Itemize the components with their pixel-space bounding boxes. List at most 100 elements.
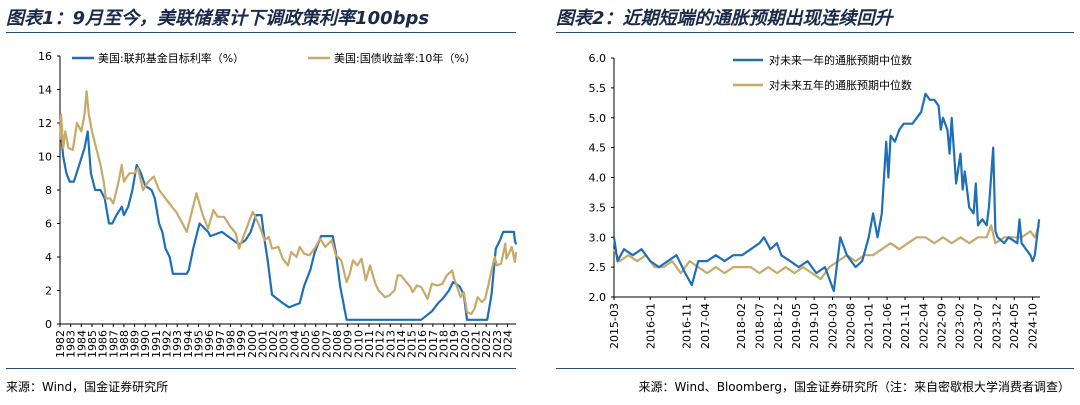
right-y-tick-label: 3.5: [589, 201, 607, 214]
right-legend-label: 对未来五年的通胀预期中位数: [769, 78, 912, 92]
right-y-tick-label: 5.0: [589, 112, 607, 125]
right-x-tick-label: 2024-10: [1027, 303, 1040, 349]
right-x-tick-label: 2017-04: [699, 303, 712, 349]
right-legend-label: 对未来一年的通胀预期中位数: [769, 53, 912, 67]
left-x-tick-label: 1992: [161, 330, 174, 358]
left-x-tick-label: 2018: [438, 330, 451, 358]
left-x-tick-label: 1991: [150, 330, 163, 358]
right-chart: 2.0 2.5 3.0 3.5 4.0 4.5 5.0 5.5 6.0 2015-03 2016-0…: [589, 52, 1041, 349]
left-x-tick-label: 2006: [310, 330, 323, 358]
right-x-tick-label: 2016-01: [644, 303, 657, 349]
left-x-tick-label: 2000: [246, 330, 259, 358]
fed-funds-rate-line: [58, 122, 518, 321]
left-source-rule: [6, 368, 516, 369]
left-x-tick-label: 2013: [384, 330, 397, 358]
left-x-tick-label: 2002: [267, 330, 280, 358]
right-y-tick-label: 5.5: [589, 82, 607, 95]
right-x-tick-label: 2018-02: [735, 303, 748, 349]
right-y-tick-label: 4.5: [589, 142, 607, 155]
left-y-tick-label: 10: [38, 151, 52, 164]
left-x-tick-label: 1983: [65, 330, 78, 358]
left-x-tick-label: 1985: [86, 330, 99, 358]
right-x-tick-label: 2020-03: [826, 303, 839, 349]
right-x-tick-label: 2018-07: [753, 303, 766, 349]
left-x-tick-label: 1986: [97, 330, 110, 358]
left-x-tick-label: 2015: [406, 330, 419, 358]
left-x-tick-label: 2004: [288, 330, 301, 358]
right-x-tick-label: 2023-02: [954, 303, 967, 349]
left-y-tick-label: 12: [38, 117, 52, 130]
left-x-tick-label: 2022: [480, 330, 493, 358]
left-y-tick-label: 0: [45, 318, 52, 331]
right-chart-title: 图表2：近期短端的通胀预期出现连续回升: [556, 8, 893, 29]
left-x-tick-label: 1995: [193, 330, 206, 358]
left-x-tick-label: 1999: [235, 330, 248, 358]
right-x-tick-label: 2015-03: [608, 303, 621, 349]
right-x-tick-label: 2021-01: [863, 303, 876, 349]
five-year-inflation-expectation-line: [613, 224, 1041, 281]
left-y-tick-label: 16: [38, 50, 52, 63]
left-x-tick-label: 2007: [320, 330, 333, 358]
right-title-rule: [556, 32, 1074, 33]
left-x-tick-label: 1987: [107, 330, 120, 358]
right-x-tick-label: 2016-11: [681, 303, 694, 349]
left-x-tick-label: 1982: [54, 330, 67, 358]
right-x-tick-label: 2021-06: [881, 303, 894, 349]
left-x-tick-label: 2019: [448, 330, 461, 358]
left-x-tick-label: 1997: [214, 330, 227, 358]
left-x-tick-label: 2008: [331, 330, 344, 358]
left-legend-label: 美国:国债收益率:10年（%）: [334, 51, 476, 65]
left-x-tick-label: 2021: [470, 330, 483, 358]
right-y-tick-label: 6.0: [589, 52, 607, 65]
left-chart-title: 图表1：9月至今，美联储累计下调政策利率100bps: [6, 8, 430, 29]
right-x-tick-label: 2019-10: [808, 303, 821, 349]
left-x-tick-label: 2011: [363, 330, 376, 358]
right-y-tick-label: 4.0: [589, 172, 607, 185]
left-x-tick-label: 2024: [501, 330, 514, 358]
right-source-rule: [556, 368, 1074, 369]
left-source-note: 来源：Wind，国金证券研究所: [6, 380, 169, 394]
left-x-tick-label: 1990: [139, 330, 152, 358]
left-y-tick-label: 6: [45, 218, 52, 231]
right-x-tick-label: 2022-04: [917, 303, 930, 349]
left-y-tick-label: 8: [45, 184, 52, 197]
left-x-tick-label: 2014: [395, 330, 408, 358]
right-x-tick-label: 2023-12: [990, 303, 1003, 349]
left-x-tick-label: 2012: [374, 330, 387, 358]
left-x-tick-label: 1988: [118, 330, 131, 358]
right-y-tick-label: 2.0: [589, 291, 607, 304]
left-y-tick-label: 14: [38, 84, 52, 97]
left-x-tick-label: 1996: [203, 330, 216, 358]
left-x-tick-label: 2010: [352, 330, 365, 358]
left-x-tick-label: 2009: [342, 330, 355, 358]
ten-year-yield-line: [58, 90, 518, 315]
right-x-tick-label: 2018-12: [772, 303, 785, 349]
left-x-tick-label: 1989: [129, 330, 142, 358]
one-year-inflation-expectation-line: [612, 92, 1041, 293]
right-source-note: 来源：Wind、Bloomberg，国金证券研究所（注：来自密歇根大学消费者调查…: [638, 380, 1070, 394]
left-x-tick-label: 2016: [416, 330, 429, 358]
left-legend-label: 美国:联邦基金目标利率（%）: [98, 51, 244, 65]
left-y-tick-label: 4: [45, 251, 52, 264]
left-title-rule: [6, 32, 516, 33]
left-x-tick-label: 2020: [459, 330, 472, 358]
right-y-tick-label: 3.0: [589, 231, 607, 244]
right-x-tick-label: 2020-08: [844, 303, 857, 349]
right-x-tick-label: 2024-05: [1008, 303, 1021, 349]
left-x-tick-label: 2017: [427, 330, 440, 358]
left-y-tick-label: 2: [45, 285, 52, 298]
left-x-tick-label: 2023: [491, 330, 504, 358]
left-x-tick-label: 2001: [256, 330, 269, 358]
right-x-tick-label: 2022-09: [936, 303, 949, 349]
left-x-tick-label: 2003: [278, 330, 291, 358]
left-x-tick-label: 1994: [182, 330, 195, 358]
left-x-tick-label: 1993: [171, 330, 184, 358]
left-x-tick-label: 1998: [224, 330, 237, 358]
left-x-tick-label: 2005: [299, 330, 312, 358]
right-x-tick-label: 2021-11: [899, 303, 912, 349]
left-x-tick-label: 1984: [75, 330, 88, 358]
right-x-tick-label: 2019-05: [790, 303, 803, 349]
right-x-tick-label: 2023-07: [972, 303, 985, 349]
right-y-tick-label: 2.5: [589, 261, 607, 274]
